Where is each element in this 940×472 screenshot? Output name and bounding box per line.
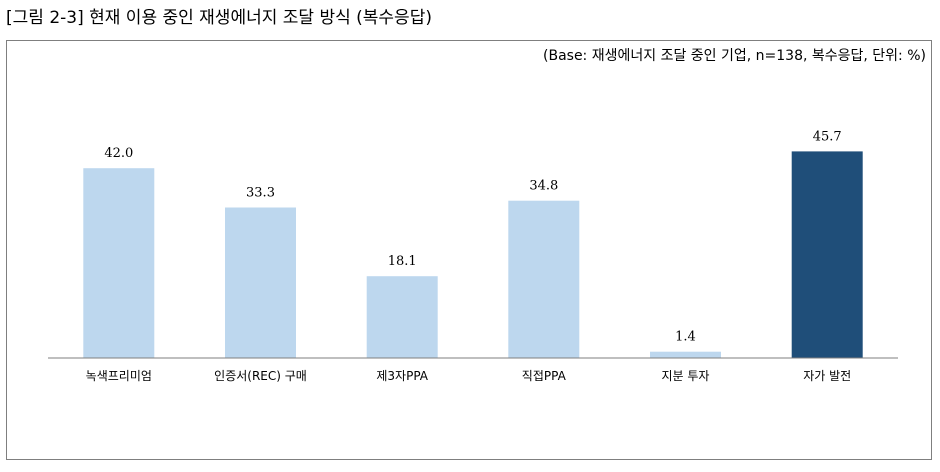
category-label-6: 자가 발전 (803, 369, 851, 383)
value-label-2: 33.3 (246, 186, 275, 201)
bar-6 (791, 151, 863, 358)
bar-1 (83, 168, 155, 358)
category-label-2: 인증서(REC) 구매 (214, 369, 307, 383)
bar-3 (366, 276, 438, 358)
value-label-6: 45.7 (813, 129, 842, 144)
value-label-3: 18.1 (388, 254, 417, 269)
base-note: (Base: 재생에너지 조달 중인 기업, n=138, 복수응답, 단위: … (543, 48, 926, 64)
category-label-4: 직접PPA (522, 369, 567, 383)
value-label-4: 34.8 (529, 179, 558, 194)
figure-title: [그림 2-3] 현재 이용 중인 재생에너지 조달 방식 (복수응답) (6, 8, 432, 28)
category-label-5: 지분 투자 (662, 369, 710, 383)
value-label-5: 1.4 (675, 330, 696, 345)
category-label-3: 제3자PPA (376, 369, 428, 383)
chart-frame (6, 40, 932, 460)
value-label-1: 42.0 (104, 146, 133, 161)
bar-4 (508, 200, 580, 358)
bar-2 (225, 207, 296, 358)
category-label-1: 녹색프리미엄 (86, 369, 152, 383)
bar-5 (650, 351, 721, 358)
